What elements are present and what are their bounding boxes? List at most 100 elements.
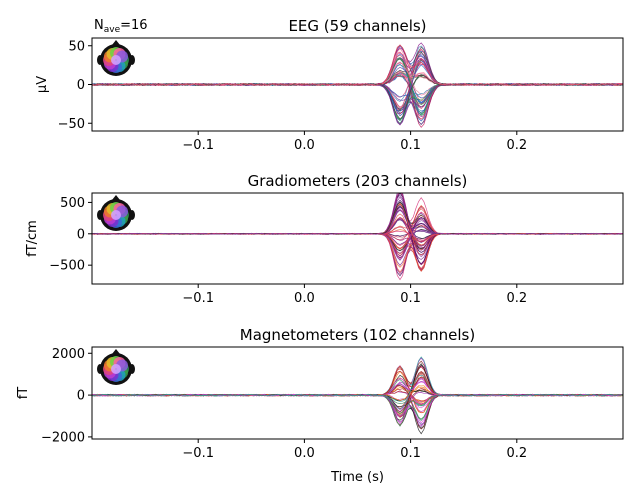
series-line bbox=[92, 83, 623, 125]
series-line bbox=[92, 391, 623, 402]
series-line bbox=[92, 61, 623, 117]
y-axis-label: fT/cm bbox=[25, 220, 40, 257]
series-line bbox=[92, 83, 623, 116]
series-line bbox=[92, 393, 623, 429]
x-tick-label: 0.1 bbox=[400, 291, 421, 306]
series-line bbox=[92, 377, 623, 425]
series-line bbox=[92, 193, 623, 239]
series-line bbox=[92, 385, 623, 424]
series-line bbox=[92, 356, 623, 410]
series-line bbox=[92, 52, 623, 86]
series-line bbox=[92, 208, 623, 235]
y-tick-label: 0 bbox=[77, 227, 85, 242]
series-line bbox=[92, 365, 623, 397]
traces bbox=[92, 193, 623, 281]
series-line bbox=[92, 229, 623, 251]
series-line bbox=[92, 45, 623, 86]
series-line bbox=[92, 70, 623, 110]
series-line bbox=[92, 64, 623, 112]
series-line bbox=[92, 393, 623, 417]
series-line bbox=[92, 232, 623, 266]
series-line bbox=[92, 384, 623, 430]
series-line bbox=[92, 209, 623, 235]
series-line bbox=[92, 393, 623, 428]
y-axis-label: µV bbox=[35, 76, 50, 93]
series-line bbox=[92, 209, 623, 235]
series-line bbox=[92, 45, 623, 102]
series-line bbox=[92, 371, 623, 427]
series-line bbox=[92, 199, 623, 246]
series-line bbox=[92, 61, 623, 86]
series-line bbox=[92, 379, 623, 406]
series-line bbox=[92, 205, 623, 249]
series-line bbox=[92, 365, 623, 410]
series-line bbox=[92, 381, 623, 397]
series-line bbox=[92, 393, 623, 435]
series-line bbox=[92, 232, 623, 259]
series-line bbox=[92, 57, 623, 86]
series-line bbox=[92, 57, 623, 108]
series-line bbox=[92, 201, 623, 235]
chart-title: Magnetometers (102 channels) bbox=[240, 326, 475, 344]
series-line bbox=[92, 193, 623, 266]
panels: EEG (59 channels)µV−0.1 0.0 0.1 0.2500−50Gr… bbox=[16, 17, 624, 461]
series-line bbox=[92, 60, 623, 126]
series-line bbox=[92, 196, 623, 242]
series-line bbox=[92, 372, 623, 409]
series-line bbox=[92, 203, 623, 246]
axes-frame bbox=[91, 192, 624, 285]
series-line bbox=[92, 393, 623, 427]
series-line bbox=[92, 76, 623, 104]
axes-frame bbox=[91, 346, 624, 440]
x-tick-label: 0.1 bbox=[400, 446, 421, 461]
series-line bbox=[92, 58, 623, 126]
series-line bbox=[92, 393, 623, 425]
chart-panel: Gradiometers (203 channels) fT/cm −0.1 0.0 0… bbox=[25, 172, 624, 306]
series-line bbox=[92, 232, 623, 270]
series-line bbox=[92, 217, 623, 272]
series-line bbox=[92, 225, 623, 255]
series-line bbox=[92, 83, 623, 117]
series-line bbox=[92, 232, 623, 251]
series-line bbox=[92, 42, 623, 86]
series-line bbox=[92, 203, 623, 235]
series-line bbox=[92, 58, 623, 86]
series-line bbox=[92, 193, 623, 247]
series-line bbox=[92, 83, 623, 114]
y-tick-label: −500 bbox=[49, 259, 85, 274]
series-line bbox=[92, 217, 623, 259]
series-line bbox=[92, 232, 623, 273]
series-line bbox=[92, 364, 623, 421]
series-line bbox=[92, 232, 623, 272]
y-tick-label: 0 bbox=[77, 389, 85, 404]
series-line bbox=[92, 59, 623, 120]
y-tick-label: −50 bbox=[58, 117, 85, 132]
series-line bbox=[92, 393, 623, 416]
series-line bbox=[92, 197, 623, 235]
series-line bbox=[92, 73, 623, 128]
series-line bbox=[92, 44, 623, 86]
chart-title: EEG (59 channels) bbox=[288, 17, 426, 35]
series-line bbox=[92, 206, 623, 235]
series-line bbox=[92, 51, 623, 112]
series-line bbox=[92, 83, 623, 122]
x-tick-label: −0.1 bbox=[182, 138, 214, 153]
series-line bbox=[92, 53, 623, 99]
x-tick-label: 0.0 bbox=[294, 138, 315, 153]
series-line bbox=[92, 232, 623, 277]
sensor-head-icon bbox=[97, 349, 135, 385]
series-line bbox=[92, 219, 623, 256]
x-tick-label: 0.2 bbox=[506, 446, 527, 461]
series-line bbox=[92, 83, 623, 122]
series-line bbox=[92, 365, 623, 408]
series-line bbox=[92, 232, 623, 272]
series-line bbox=[92, 232, 623, 277]
series-line bbox=[92, 74, 623, 125]
series-line bbox=[92, 194, 623, 253]
y-tick-label: 0 bbox=[77, 78, 85, 93]
series-line bbox=[92, 370, 623, 397]
series-line bbox=[92, 229, 623, 246]
series-line bbox=[92, 220, 623, 261]
series-line bbox=[92, 218, 623, 235]
series-line bbox=[92, 211, 623, 259]
